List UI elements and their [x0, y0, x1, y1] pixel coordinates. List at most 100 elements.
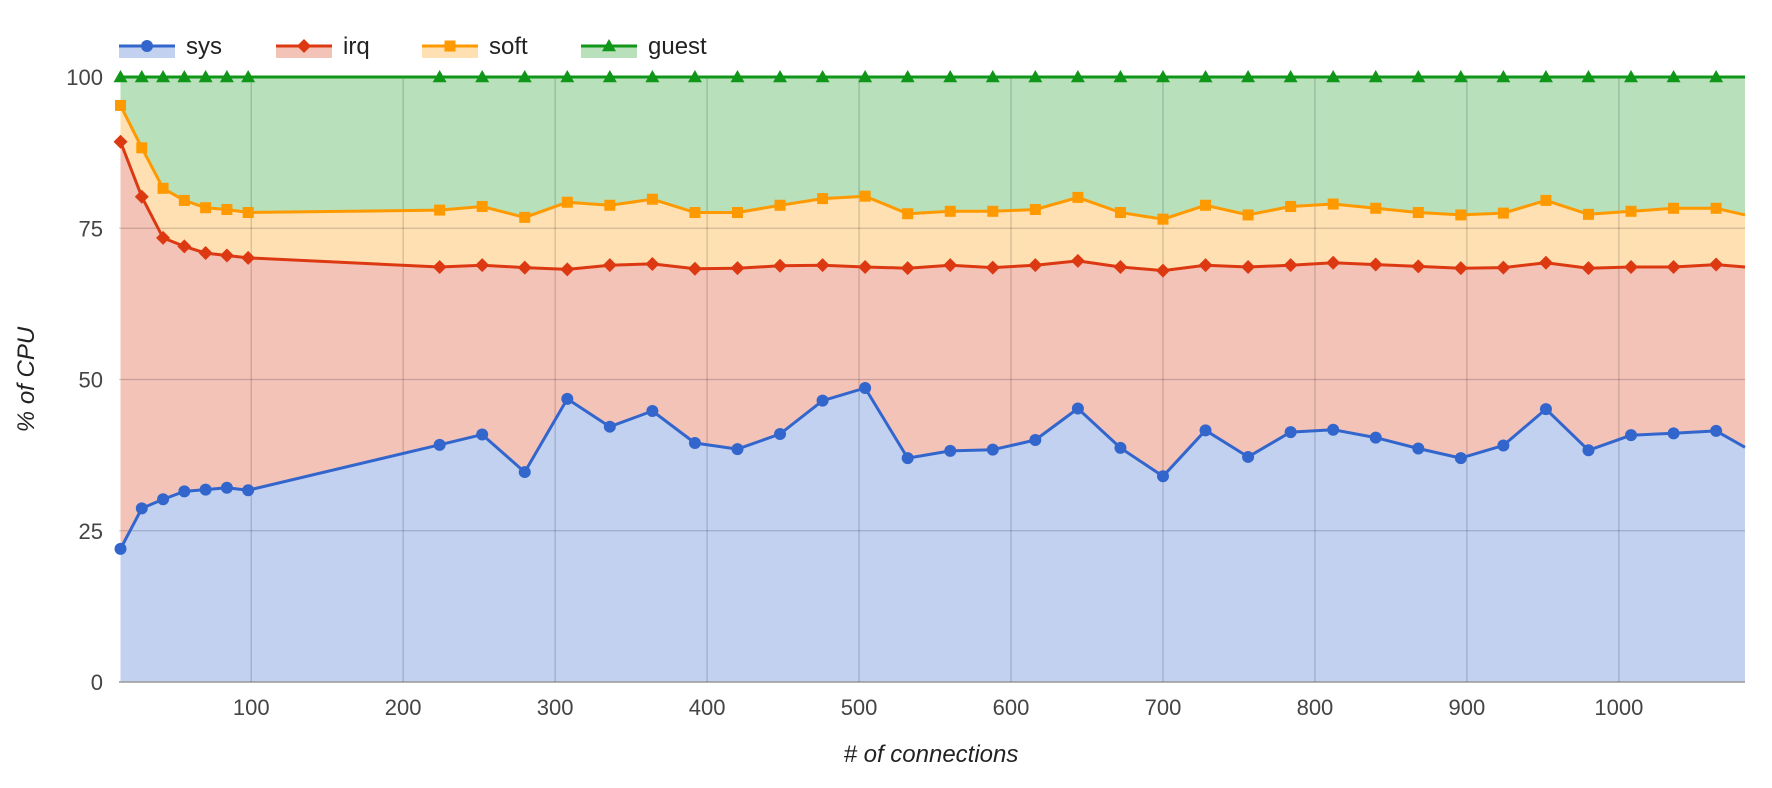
marker-sys [1199, 424, 1212, 437]
marker-soft [902, 208, 914, 220]
marker-guest [943, 70, 958, 83]
marker-irq [1241, 259, 1256, 274]
x-tick-label: 400 [689, 695, 726, 720]
marker-soft [1625, 205, 1637, 217]
marker-sys [1625, 429, 1638, 442]
marker-soft [519, 211, 531, 223]
y-axis-title: % of CPU [13, 326, 40, 432]
marker-sys [1667, 427, 1680, 440]
marker-guest [1581, 70, 1596, 83]
marker-guest [475, 70, 490, 83]
marker-irq [1028, 258, 1043, 273]
x-tick-label: 500 [841, 695, 878, 720]
marker-irq [773, 258, 788, 273]
marker-guest [730, 70, 745, 83]
marker-sys [1582, 444, 1595, 457]
marker-sys [603, 420, 616, 433]
marker-guest [156, 70, 171, 83]
marker-guest [1666, 70, 1681, 83]
marker-sys [1539, 403, 1552, 416]
marker-guest [1368, 70, 1383, 83]
marker-sys [114, 542, 127, 555]
marker-sys [859, 381, 872, 394]
y-tick-label: 75 [79, 216, 103, 241]
marker-sys [518, 466, 531, 479]
marker-irq [1411, 259, 1426, 274]
y-tick-label: 50 [79, 368, 103, 393]
marker-sys [1412, 442, 1425, 455]
marker-guest [432, 70, 447, 83]
marker-guest [1198, 70, 1213, 83]
marker-irq [113, 134, 128, 149]
marker-soft [1540, 194, 1552, 206]
marker-irq [1453, 261, 1468, 276]
marker-guest [900, 70, 915, 83]
area-soft [120, 105, 1745, 271]
marker-sys [1284, 426, 1297, 439]
legend-item-soft: soft [422, 33, 528, 60]
marker-irq [1113, 259, 1128, 274]
legend-item-sys: sys [119, 33, 222, 60]
marker-sys [688, 437, 701, 450]
marker-sys [901, 452, 914, 465]
marker-guest [602, 70, 617, 83]
marker-sys [1156, 470, 1169, 483]
y-tick-label: 100 [66, 65, 103, 90]
marker-guest [134, 70, 149, 83]
marker-sys [1242, 450, 1255, 463]
marker-guest [177, 70, 192, 83]
marker-irq [858, 259, 873, 274]
x-tick-label: 700 [1145, 695, 1182, 720]
x-axis-title: # of connections [844, 741, 1019, 768]
marker-irq [1538, 255, 1553, 270]
marker-guest [1155, 70, 1170, 83]
marker-soft [200, 202, 212, 214]
marker-soft [242, 207, 254, 219]
marker-irq [560, 262, 575, 277]
marker-irq [198, 246, 213, 261]
area-irq [120, 141, 1745, 549]
marker-irq [432, 259, 447, 274]
marker-soft [604, 199, 616, 211]
marker-soft [1412, 207, 1424, 219]
legend: sys irq soft guest [119, 33, 707, 60]
marker-irq [134, 189, 149, 204]
marker-sys [1327, 423, 1340, 436]
marker-guest [773, 70, 788, 83]
marker-guest [1496, 70, 1511, 83]
marker-irq [815, 258, 830, 273]
marker-soft [1072, 191, 1084, 203]
marker-guest [815, 70, 830, 83]
legend-label-irq: irq [343, 33, 370, 60]
legend-marker-irq [297, 39, 311, 53]
marker-sys [1710, 424, 1723, 437]
marker-sys [816, 394, 829, 407]
marker-guest [1453, 70, 1468, 83]
marker-irq [602, 258, 617, 273]
marker-irq [1368, 257, 1383, 272]
marker-irq [156, 230, 171, 245]
marker-soft [1285, 200, 1297, 212]
marker-soft [689, 207, 701, 219]
marker-sys [1454, 452, 1467, 465]
marker-guest [1326, 70, 1341, 83]
marker-soft [115, 99, 127, 111]
axes: 0 25 50 75 100 100 200 300 400 500 600 700 800 900 100… [66, 65, 1643, 720]
marker-sys [476, 428, 489, 441]
legend-marker-sys [141, 40, 153, 52]
marker-irq [687, 261, 702, 276]
y-tick-label: 0 [91, 670, 103, 695]
marker-soft [944, 205, 956, 217]
marker-irq [1496, 260, 1511, 275]
marker-soft [859, 190, 871, 202]
area-fills [120, 77, 1745, 682]
marker-soft [646, 193, 658, 205]
marker-irq [517, 260, 532, 275]
legend-swatch-fill [581, 46, 637, 58]
marker-soft [434, 204, 446, 216]
marker-sys [242, 484, 255, 497]
marker-guest [560, 70, 575, 83]
marker-soft [1242, 209, 1254, 221]
marker-guest [1411, 70, 1426, 83]
